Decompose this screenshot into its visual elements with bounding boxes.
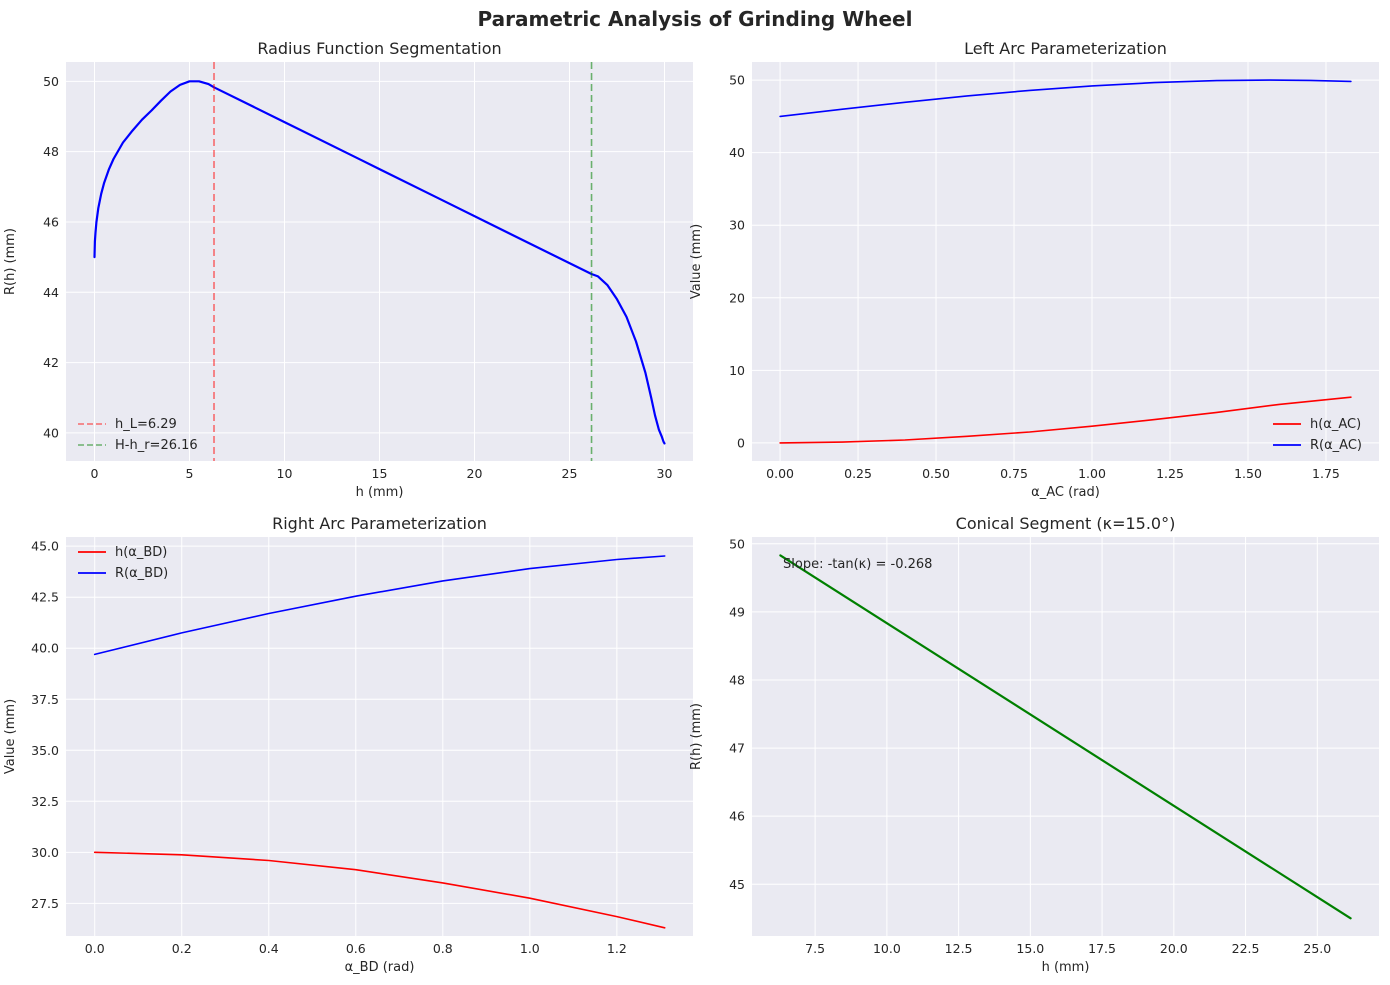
y-tick-label: 30.0: [31, 845, 59, 860]
chart-title: Right Arc Parameterization: [272, 514, 487, 533]
y-tick-label: 20: [729, 290, 745, 305]
x-tick-label: 10: [277, 466, 293, 481]
x-tick-label: 7.5: [805, 941, 825, 956]
x-tick-label: 1.0: [520, 941, 540, 956]
x-tick-label: 0.0: [85, 941, 105, 956]
x-tick-label: 0.8: [433, 941, 453, 956]
legend-label: h(α_AC): [1310, 417, 1361, 432]
series-line-2: [93, 555, 666, 656]
y-tick-label: 48: [729, 672, 745, 687]
legend-label: h_L=6.29: [115, 417, 177, 432]
y-tick-label: 48: [43, 144, 59, 159]
x-axis-label: α_BD (rad): [345, 960, 415, 975]
y-axis-label: Value (mm): [3, 699, 18, 774]
y-tick-label: 40: [729, 145, 745, 160]
x-tick-label: 0.00: [766, 466, 794, 481]
legend-label: R(α_BD): [115, 566, 168, 581]
chart-title: Conical Segment (κ=15.0°): [956, 514, 1176, 533]
x-tick-label: 0.6: [346, 941, 366, 956]
legend-label: R(α_AC): [1310, 438, 1362, 453]
x-tick-label: 15: [372, 466, 388, 481]
x-tick-label: 25.0: [1303, 941, 1331, 956]
series-line-2: [779, 79, 1352, 118]
series-line-1: [779, 554, 1352, 920]
legend: h(α_AC) R(α_AC): [1273, 417, 1362, 453]
y-tick-label: 42.5: [31, 590, 59, 605]
x-tick-label: 1.00: [1078, 466, 1106, 481]
x-tick-label: 0.2: [172, 941, 192, 956]
y-tick-label: 47: [729, 741, 745, 756]
y-axis-label: R(h) (mm): [3, 228, 18, 295]
y-tick-label: 40: [43, 425, 59, 440]
y-tick-label: 27.5: [31, 896, 59, 911]
x-tick-label: 20.0: [1160, 941, 1188, 956]
x-axis-label: α_AC (rad): [1031, 485, 1100, 500]
series-line-1: [779, 396, 1352, 444]
y-tick-label: 35.0: [31, 743, 59, 758]
x-tick-label: 0.25: [844, 466, 872, 481]
chart-panel-4: 7.5 10.0 12.5 15.0 17.5 20.0 22.5 25.0 45 46 47 48 4…: [689, 514, 1379, 975]
plot-background: [66, 537, 693, 936]
x-tick-label: 20: [467, 466, 483, 481]
legend: h(α_BD) R(α_BD): [78, 545, 168, 581]
y-tick-label: 49: [729, 604, 745, 619]
y-axis-label: Value (mm): [689, 224, 704, 299]
y-tick-label: 50: [729, 73, 745, 88]
x-tick-label: 0.75: [1000, 466, 1028, 481]
chart-panel-1: 0 5 10 15 20 25 30 40 42 44 46 48 50 Radius Function …: [3, 39, 693, 500]
y-tick-label: 10: [729, 363, 745, 378]
y-tick-label: 30: [729, 218, 745, 233]
y-tick-label: 0: [737, 435, 745, 450]
y-tick-label: 50: [729, 536, 745, 551]
x-tick-label: 1.25: [1156, 466, 1184, 481]
x-tick-label: 25: [562, 466, 578, 481]
figure-title: Parametric Analysis of Grinding Wheel: [478, 7, 913, 31]
chart-title: Radius Function Segmentation: [257, 39, 501, 58]
y-tick-label: 44: [43, 285, 59, 300]
slope-annotation: Slope: -tan(κ) = -0.268: [783, 557, 932, 572]
x-tick-label: 15.0: [1016, 941, 1044, 956]
legend-label: h(α_BD): [115, 545, 167, 560]
x-tick-label: 0.50: [922, 466, 950, 481]
x-tick-label: 0.4: [259, 941, 279, 956]
chart-panel-3: 0.0 0.2 0.4 0.6 0.8 1.0 1.2 27.5 30.0 32.5 35.0 37.…: [3, 514, 693, 975]
series-line-1: [93, 80, 666, 445]
x-tick-label: 17.5: [1088, 941, 1116, 956]
legend-label: H-h_r=26.16: [115, 438, 198, 453]
x-tick-label: 1.75: [1312, 466, 1340, 481]
chart-title: Left Arc Parameterization: [964, 39, 1167, 58]
x-axis-label: h (mm): [356, 485, 404, 500]
y-tick-label: 46: [729, 809, 745, 824]
x-tick-label: 5: [186, 466, 194, 481]
x-axis-label: h (mm): [1042, 960, 1090, 975]
x-tick-label: 0: [91, 466, 99, 481]
y-tick-label: 45: [729, 877, 745, 892]
y-axis-label: R(h) (mm): [689, 703, 704, 770]
chart-panel-2: 0.00 0.25 0.50 0.75 1.00 1.25 1.50 1.75 0 10 20 30 4…: [689, 39, 1379, 500]
y-tick-label: 32.5: [31, 794, 59, 809]
x-tick-label: 12.5: [945, 941, 973, 956]
series-line-1: [93, 851, 666, 929]
y-tick-label: 42: [43, 355, 59, 370]
plot-background: [752, 62, 1379, 461]
legend: h_L=6.29 H-h_r=26.16: [78, 417, 198, 453]
y-tick-label: 37.5: [31, 692, 59, 707]
x-tick-label: 10.0: [873, 941, 901, 956]
x-tick-label: 22.5: [1232, 941, 1260, 956]
x-tick-label: 1.2: [607, 941, 627, 956]
x-tick-label: 1.50: [1234, 466, 1262, 481]
y-tick-label: 50: [43, 74, 59, 89]
x-tick-label: 30: [657, 466, 673, 481]
y-tick-label: 40.0: [31, 641, 59, 656]
y-tick-label: 46: [43, 214, 59, 229]
y-tick-label: 45.0: [31, 539, 59, 554]
